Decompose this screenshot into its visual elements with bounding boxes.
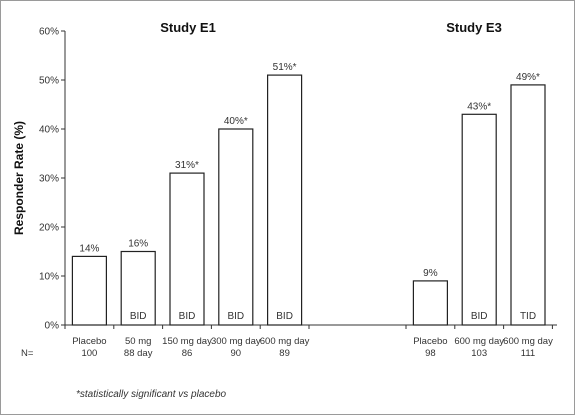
bar-inner-label: BID [471,311,488,322]
bar-inner-label: BID [130,311,147,322]
data-label: 49%* [516,72,540,83]
data-label: 43%* [467,101,491,112]
data-label: 14% [79,243,99,254]
bar-inner-label: BID [276,311,293,322]
panel-title: Study E1 [160,20,216,35]
n-label: N= [21,348,34,359]
category-label: 90 [231,348,242,359]
panel-title: Study E3 [446,20,502,35]
category-label: 600 mg day [454,336,504,347]
y-tick-label: 10% [39,272,59,283]
footnote: *statistically significant vs placebo [76,389,227,400]
data-label: 9% [423,268,438,279]
category-label: 103 [471,348,487,359]
bar [461,113,497,326]
bar-inner-label: BID [179,311,196,322]
category-label: 600 mg day [260,336,310,347]
category-label: 111 [521,348,535,359]
y-tick-label: 60% [39,27,59,38]
data-label: 40%* [224,116,248,127]
data-label: 16% [128,239,148,250]
category-label: 300 mg day [211,336,261,347]
y-tick-label: 40% [39,125,59,136]
y-axis-label: Responder Rate (%) [12,121,26,235]
bar [510,84,546,326]
bar [71,255,108,326]
bar [267,74,303,326]
category-label: 600 mg day [503,336,553,347]
y-tick-label: 0% [45,321,60,332]
y-tick-label: 20% [39,223,59,234]
category-label: 98 [425,348,436,359]
category-label: Placebo [72,336,106,347]
bar [412,280,448,326]
category-label: 100 [81,348,97,359]
category-label: 88 day [124,348,153,359]
category-label: 86 [182,348,193,359]
bar [218,128,254,326]
category-label: Placebo [413,336,447,347]
data-label: 31%* [175,160,199,171]
category-label: 89 [279,348,290,359]
bar [120,250,156,326]
y-tick-label: 50% [39,76,59,87]
bar-inner-label: BID [227,311,244,322]
bar-inner-label: TID [520,311,536,322]
y-tick-label: 30% [39,174,59,185]
category-label: 150 mg day [162,336,212,347]
category-label: 50 mg [125,336,151,347]
data-label: 51%* [273,62,297,73]
bar [169,172,205,326]
